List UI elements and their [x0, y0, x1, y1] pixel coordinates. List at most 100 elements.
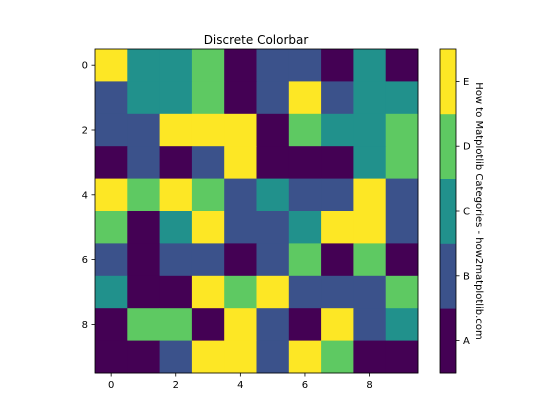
y-tick-label: 4: [82, 190, 88, 201]
heatmap-cell: [385, 81, 419, 115]
heatmap-cell: [256, 49, 290, 82]
colorbar-segment: [440, 243, 456, 309]
colorbar-tick-label: A: [463, 336, 470, 347]
heatmap-cell: [288, 211, 322, 244]
heatmap-cell: [224, 49, 257, 82]
heatmap-cell: [127, 113, 160, 147]
heatmap-cell: [127, 308, 160, 341]
heatmap-cell: [256, 113, 290, 147]
heatmap-cell: [321, 146, 354, 179]
heatmap-cell: [191, 113, 225, 147]
colorbar-segment: [440, 178, 456, 244]
heatmap-cell: [191, 81, 225, 115]
colorbar-segment: [440, 308, 456, 374]
heatmap-cell: [224, 275, 257, 309]
heatmap-cell: [288, 243, 322, 277]
colorbar: A B C D E: [439, 48, 471, 374]
heatmap-cell: [288, 49, 322, 82]
heatmap-cell: [127, 275, 160, 309]
heatmap-cell: [191, 178, 225, 212]
heatmap-cell: [127, 211, 160, 244]
heatmap-cell: [224, 178, 257, 212]
heatmap-cell: [159, 243, 193, 277]
heatmap-cell: [321, 49, 354, 82]
x-tick-label: 6: [302, 380, 308, 391]
heatmap-cell: [321, 113, 354, 147]
heatmap-cell: [321, 308, 354, 341]
heatmap-cell: [224, 340, 257, 374]
heatmap-cell: [127, 81, 160, 115]
x-tick-label: 0: [108, 380, 114, 391]
heatmap-cell: [95, 81, 128, 115]
heatmap-cell: [256, 146, 290, 179]
heatmap-cell: [321, 340, 354, 374]
heatmap-cell: [385, 146, 419, 179]
heatmap-cell: [159, 49, 193, 82]
colorbar-frame: [439, 48, 457, 374]
colorbar-segment: [440, 49, 456, 115]
y-axis-ticks: 0 2 4 6 8: [82, 61, 95, 331]
heatmap-cell: [256, 211, 290, 244]
heatmap-cell: [288, 340, 322, 374]
colorbar-tick-label: E: [463, 77, 469, 88]
heatmap-cell: [321, 275, 354, 309]
heatmap-cell: [353, 49, 387, 82]
heatmap-cell: [95, 146, 128, 179]
heatmap-cell: [288, 308, 322, 341]
heatmap-cell: [159, 178, 193, 212]
heatmap-cell: [159, 340, 193, 374]
heatmap-cell: [353, 211, 387, 244]
heatmap-cell: [288, 113, 322, 147]
heatmap-cell: [224, 308, 257, 341]
y-tick-label: 6: [82, 255, 88, 266]
heatmap-cell: [191, 308, 225, 341]
heatmap-cell: [321, 81, 354, 115]
heatmap-cell: [95, 340, 128, 374]
heatmap-cell: [224, 243, 257, 277]
heatmap-cell: [256, 178, 290, 212]
heatmap-cell: [353, 113, 387, 147]
heatmap-cell: [95, 275, 128, 309]
heatmap-cell: [256, 243, 290, 277]
heatmap-cell: [127, 178, 160, 212]
heatmap-cell: [95, 178, 128, 212]
colorbar-tick-label: D: [463, 142, 471, 153]
heatmap-cell: [95, 211, 128, 244]
colorbar-segment: [440, 113, 456, 179]
y-tick-label: 2: [82, 126, 88, 137]
x-axis-ticks: 0 2 4 6 8: [108, 373, 373, 391]
x-tick-label: 2: [173, 380, 179, 391]
y-tick-label: 0: [82, 61, 88, 72]
heatmap-cell: [127, 243, 160, 277]
heatmap-cell: [256, 308, 290, 341]
heatmap-cell: [95, 113, 128, 147]
x-tick-label: 8: [366, 380, 372, 391]
heatmap-cell: [288, 146, 322, 179]
heatmap-cell: [159, 146, 193, 179]
heatmap-cell: [256, 275, 290, 309]
heatmap-cell: [159, 275, 193, 309]
heatmap-cell: [191, 340, 225, 374]
heatmap-cell: [191, 243, 225, 277]
heatmap-cell: [353, 308, 387, 341]
heatmap-cell: [385, 49, 419, 82]
heatmap-cells: [95, 49, 419, 374]
heatmap-cell: [288, 275, 322, 309]
heatmap-cell: [353, 178, 387, 212]
heatmap-cell: [385, 211, 419, 244]
heatmap-cell: [353, 81, 387, 115]
heatmap-cell: [224, 113, 257, 147]
heatmap-cell: [321, 211, 354, 244]
heatmap-cell: [127, 49, 160, 82]
colorbar-tick-label: C: [463, 207, 470, 218]
heatmap-cell: [353, 243, 387, 277]
heatmap-cell: [385, 275, 419, 309]
heatmap-cell: [95, 308, 128, 341]
heatmap-cell: [385, 243, 419, 277]
heatmap-cell: [385, 178, 419, 212]
heatmap-cell: [127, 340, 160, 374]
heatmap-cell: [224, 81, 257, 115]
heatmap-cell: [95, 243, 128, 277]
heatmap-cell: [353, 340, 387, 374]
